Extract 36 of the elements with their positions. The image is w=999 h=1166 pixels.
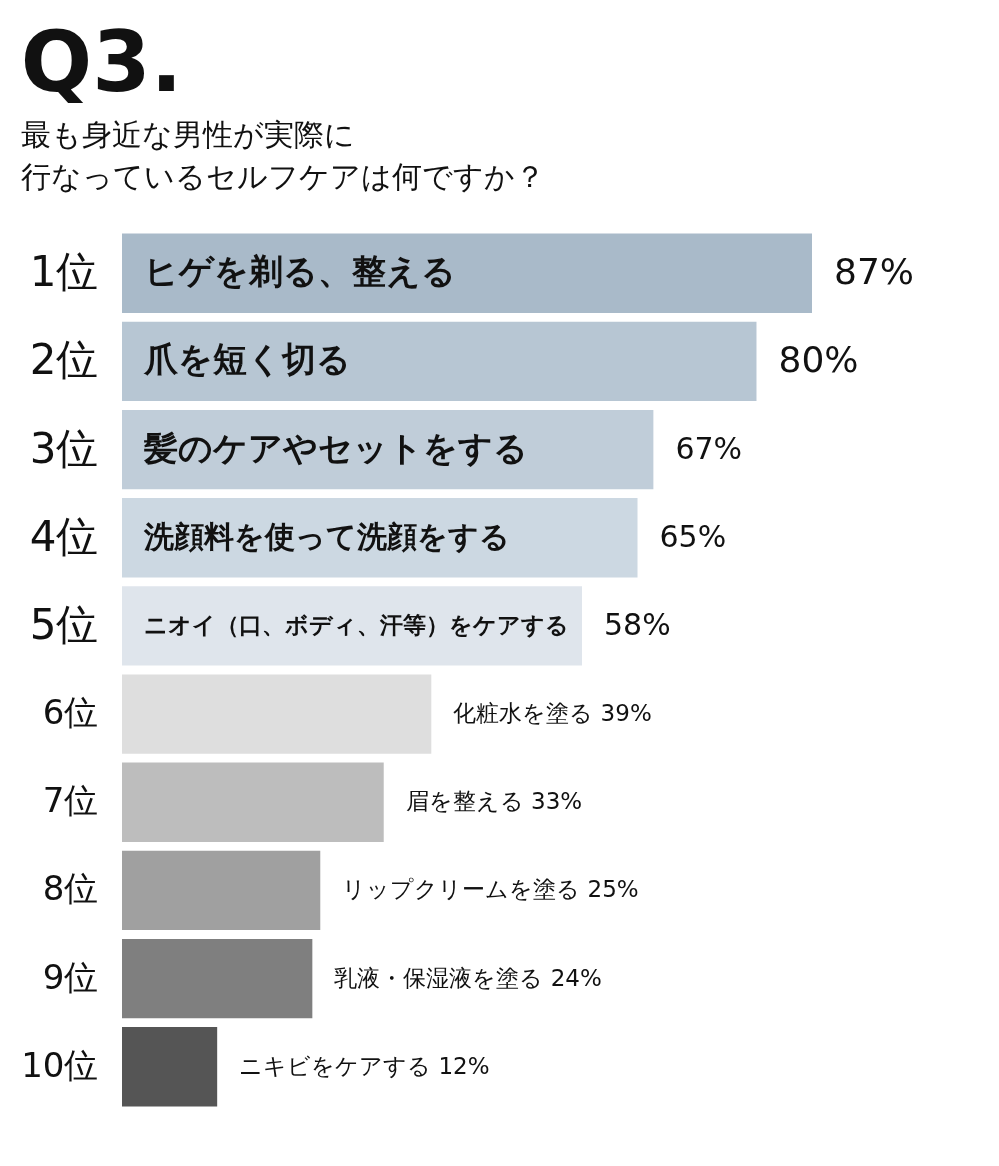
data-label: 87% [834,251,915,293]
y-tick-label: 10位 [21,1044,99,1085]
data-label: 化粧水を塗る 39% [453,700,652,727]
annotation: 洗顔料を使って洗顔をする [143,518,510,554]
bar [122,1027,218,1107]
y-tick-label: 6位 [42,692,99,733]
y-tick-label: 2位 [29,335,99,385]
y-tick-label: 5位 [29,599,99,649]
annotation: ニオイ（口、ボディ、汗等）をケアする [144,611,569,638]
bar [122,586,582,666]
bar [122,762,384,842]
y-tick-label: 1位 [29,247,99,297]
bar [122,409,654,490]
y-tick-label: 7位 [42,780,99,821]
bar [122,938,313,1019]
bar [122,321,757,402]
data-label: 乳液・保湿液を塗る 24% [334,964,602,991]
y-tick-label: 4位 [29,511,99,561]
y-tick-label: 8位 [42,868,99,909]
chart-title: Q3. [20,13,183,111]
y-tick-label: 9位 [42,956,99,997]
data-label: 眉を整える 33% [405,788,583,815]
data-label: ニキビをケアする 12% [239,1052,490,1079]
bar [122,674,432,754]
bar [122,233,812,313]
chart-subtitle: 最も身近な男性が実際に行なっているセルフケアは何ですか？ [20,117,545,194]
annotation: 爪を短く切る [143,339,351,380]
data-label: 67% [675,430,743,466]
data-label: 80% [778,339,859,381]
data-label: 65% [659,518,727,554]
y-tick-label: 3位 [29,423,99,473]
data-label: 58% [604,606,671,642]
annotation: ヒゲを剃る、整える [144,251,456,292]
bar [122,850,321,931]
annotation: 髪のケアやセットをする [143,427,528,468]
data-label: リップクリームを塗る 25% [342,876,639,903]
